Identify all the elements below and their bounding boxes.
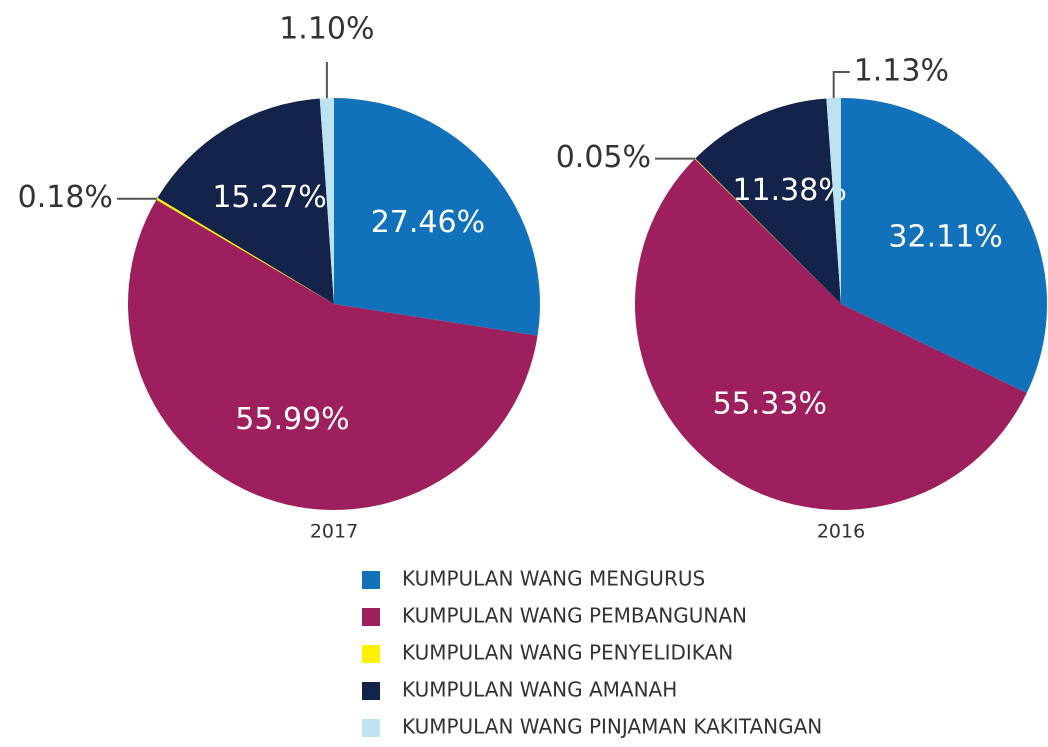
pie-title: 2017	[310, 521, 358, 543]
legend-swatch	[362, 645, 380, 663]
legend-label: KUMPULAN WANG PINJAMAN KAKITANGAN	[402, 715, 822, 739]
slice-label: 55.99%	[235, 402, 349, 437]
legend-label: KUMPULAN WANG PEMBANGUNAN	[402, 604, 747, 628]
slice-label: 1.13%	[854, 54, 949, 89]
slice-label: 11.38%	[732, 173, 846, 208]
pie-slice	[334, 98, 541, 336]
pie-slice	[634, 158, 1027, 511]
slice-label: 15.27%	[212, 180, 326, 215]
legend-swatch	[362, 608, 380, 626]
slice-label: 1.10%	[279, 12, 374, 47]
pie-slice	[694, 158, 841, 304]
legend-swatch	[362, 719, 380, 737]
pie-slice	[695, 98, 841, 304]
leader-line	[832, 71, 850, 99]
pie-slice	[319, 98, 334, 304]
slice-label: 32.11%	[888, 220, 1002, 255]
pie-slice	[157, 98, 334, 304]
slice-label: 0.18%	[18, 180, 113, 215]
legend-label: KUMPULAN WANG AMANAH	[402, 678, 677, 702]
slice-label: 55.33%	[713, 387, 827, 422]
pie-slice	[826, 98, 841, 304]
slice-label: 27.46%	[371, 205, 485, 240]
legend-swatch	[362, 682, 380, 700]
pie-title: 2016	[817, 521, 865, 543]
slice-label: 0.05%	[556, 140, 651, 175]
legend-label: KUMPULAN WANG PENYELIDIKAN	[402, 641, 733, 665]
legend-label: KUMPULAN WANG MENGURUS	[402, 567, 705, 591]
pie-slice	[841, 98, 1047, 393]
pie-slice	[127, 199, 538, 511]
pie-slice	[156, 197, 334, 304]
legend-swatch	[362, 571, 380, 589]
